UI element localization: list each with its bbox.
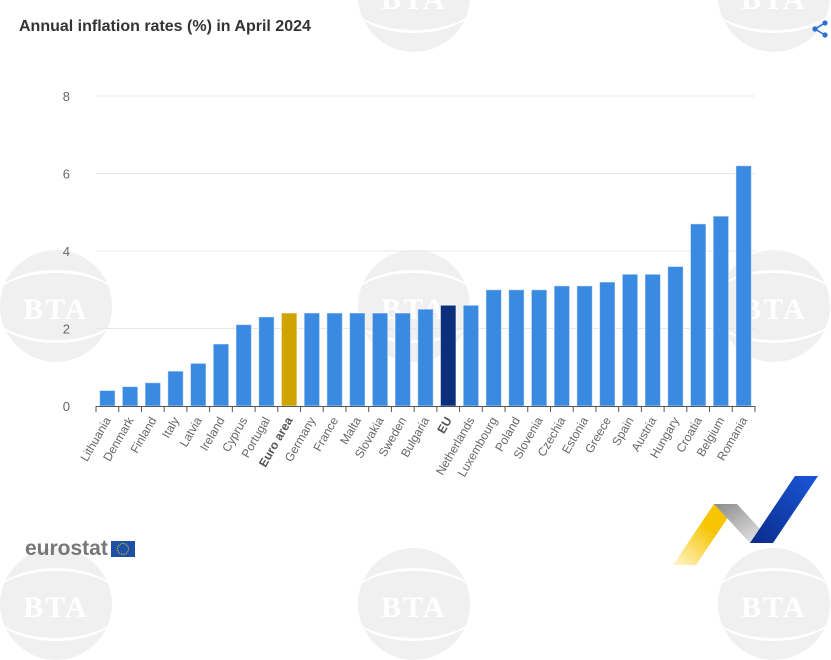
bar-portugal [258,316,275,407]
bar-hungary [667,266,684,407]
bar-germany [303,312,321,407]
bar-denmark [121,386,139,407]
y-axis: 0 2 4 6 8 [63,89,70,414]
bar-bulgaria [417,308,434,407]
bar-slovenia [530,289,548,407]
bar-france [326,312,343,407]
bar-ireland [212,343,230,407]
share-icon[interactable] [812,20,828,38]
y-tick-label: 6 [63,167,70,182]
watermark-logo: BTA [0,250,112,362]
bar-luxembourg [485,289,502,407]
watermark-logo: BTA [358,548,470,660]
bar-spain [621,273,639,407]
bar-austria [644,273,661,407]
y-tick-label: 2 [63,322,70,337]
y-tick-label: 0 [63,399,70,414]
eu-flag-icon [110,541,135,557]
bar-sweden [394,312,412,407]
bar-netherlands [462,304,480,407]
bars [99,165,752,407]
x-axis [95,406,756,412]
bar-greece [599,281,616,407]
bar-slovakia [371,312,389,407]
bar-eu [439,304,457,407]
bar-estonia [576,285,593,407]
bar-malta [349,312,366,407]
eurostat-logo: eurostat [25,537,135,561]
bar-croatia [689,223,707,407]
bar-italy [167,370,184,407]
y-tick-label: 4 [63,244,70,259]
bar-poland [508,289,525,407]
bar-belgium [712,215,730,407]
y-tick-label: 8 [63,89,70,104]
bar-finland [144,382,162,407]
chart-title: Annual inflation rates (%) in April 2024 [19,18,311,35]
x-tick-label: Italy [159,415,182,441]
watermark-logo: BTA [0,548,112,660]
bar-romania [735,165,752,407]
bta-ribbon-logo [673,476,818,565]
bar-czechia [553,285,571,407]
bar-cyprus [235,324,252,407]
bar-euro-area [280,312,298,407]
bar-lithuania [99,390,116,407]
bar-latvia [190,362,207,407]
eurostat-wordmark: eurostat [25,537,108,560]
x-tick-label: EU [434,415,454,436]
